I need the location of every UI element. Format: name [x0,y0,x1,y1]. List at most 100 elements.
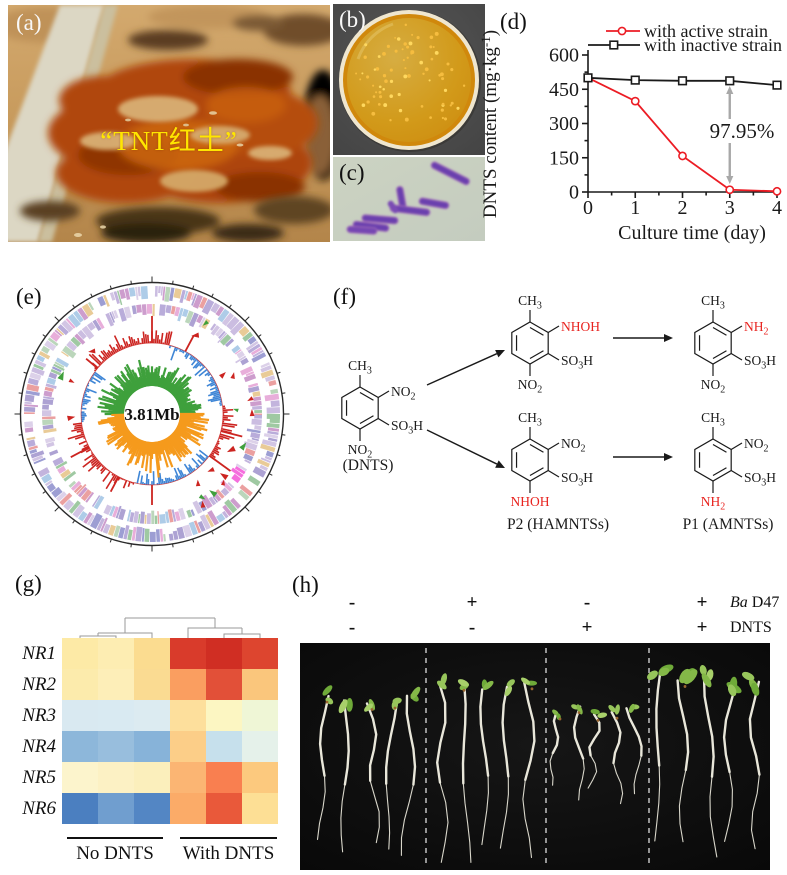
panel-f-pathway-scheme: CH3 NO2 SO3H NO2 (DNTS) CH3 NHOH SO3H NO2 CH3 NH2 S… [325,270,787,545]
heatmap-cell-NR2-c3 [134,669,170,700]
panel-h-seedling-assay: (h) - + - + - - + + Ba D47 DNTS [290,555,787,875]
group-underline-no-dnts [67,837,163,839]
heatmap-cell-NR6-c3 [134,793,170,824]
svg-text:NHOH: NHOH [561,319,600,334]
svg-text:300: 300 [549,113,579,135]
seedling-group-2 [435,673,538,863]
heatmap-cell-NR6-c1 [62,793,98,824]
seedling-group-4 [647,664,761,858]
heatmap-cell-NR5-c5 [206,762,242,793]
molecule-m1: CH3 NHOH SO3H NO2 [511,293,600,396]
sign-dnts-group2: - [468,617,476,638]
svg-text:NH2: NH2 [701,494,726,513]
sign-ba-group3: - [583,592,591,613]
svg-text:NHOH: NHOH [511,494,550,509]
genome-scale-ticks [14,276,290,552]
svg-text:2: 2 [678,197,688,219]
heatmap-cell-NR4-c1 [62,731,98,762]
heatmap-cell-NR6-c5 [206,793,242,824]
row-label-NR4: NR4 [22,736,56,757]
heatmap-cell-NR2-c6 [242,669,278,700]
heatmap-cell-NR4-c6 [242,731,278,762]
svg-text:450: 450 [549,79,579,101]
factor-label-dnts: DNTS [730,618,772,638]
svg-text:CH3: CH3 [701,410,725,429]
heatmap-cell-NR6-c2 [98,793,134,824]
field-photo-art [8,5,330,242]
heatmap-cell-NR3-c1 [62,700,98,731]
panel-d-label: (d) [500,9,527,34]
panel-c-label: (c) [339,160,365,185]
molecule-m2: CH3 NO2 SO3H NHOH P2 (HAMNTSs) [507,410,609,533]
seedling-group-3 [549,703,643,805]
heatmap-cell-NR4-c5 [206,731,242,762]
gene-ring-forward [23,286,281,543]
reaction-arrows [426,333,673,468]
svg-text:NO2: NO2 [744,436,769,455]
panel-g-expression-heatmap: (g) NR1 NR2 NR3 NR4 NR5 NR6 No DNTS With DNTS [0,555,292,875]
heatmap-cell-NR6-c6 [242,793,278,824]
svg-text:600: 600 [549,45,579,67]
circos-genome-art: 3.81Mb [14,276,290,552]
heatmap-cell-NR2-c2 [98,669,134,700]
legend-inactive-strain: with inactive strain [644,35,782,55]
factor-label-ba-d47: Ba D47 [730,593,779,613]
heatmap-cell-NR5-c2 [98,762,134,793]
dark-patches [20,196,330,242]
svg-text:CH3: CH3 [518,410,542,429]
sign-ba-group2: + [466,592,478,613]
sign-dnts-group3: + [581,617,593,638]
svg-text:NH2: NH2 [744,319,769,338]
removal-rate-annotation: 97.95% [708,86,776,184]
row-label-NR6: NR6 [22,798,56,819]
heatmap-cell-NR1-c3 [134,638,170,669]
petri-dish-art [333,4,485,155]
heatmap-cell-NR2-c1 [62,669,98,700]
svg-text:SO3H: SO3H [561,470,593,489]
heatmap-cell-NR4-c3 [134,731,170,762]
molecule-r2: CH3 NO2 SO3H NH2 P1 (AMNTSs) [683,410,777,533]
row-label-NR1: NR1 [22,643,56,664]
panel-d-degradation-chart: 0 150 300 450 600 0 1 2 3 4 Culture time (day) DNTS… [470,0,787,250]
svg-text:CH3: CH3 [348,358,372,377]
dnts-degradation-plot: 0 150 300 450 600 0 1 2 3 4 Culture time (day) DNTS… [478,21,782,244]
chemical-pathway-art: CH3NO2SO3HNO2(DNTS)CH3NHOHSO3HNO2CH3NH2S… [341,293,777,533]
series-inactive [583,73,782,90]
heatmap-cell-NR5-c3 [134,762,170,793]
svg-text:SO3H: SO3H [744,470,776,489]
sign-ba-group1: - [348,592,356,613]
svg-text:SO3H: SO3H [561,353,593,372]
panel-a-field-photo: (a) “TNT红土” [8,5,330,242]
caption-dnts: (DNTS) [343,457,394,474]
molecule-r1: CH3 NH2 SO3H NO2 [694,293,776,396]
svg-text:0: 0 [569,182,579,204]
heatmap-cell-NR2-c5 [206,669,242,700]
heatmap-cell-NR1-c5 [206,638,242,669]
heatmap-cell-NR6-c4 [170,793,206,824]
panel-c-microscopy-photo: (c) [333,157,485,241]
svg-text:SO3H: SO3H [391,418,423,437]
svg-text:1: 1 [630,197,640,219]
heatmap-cell-NR3-c2 [98,700,134,731]
y-axis-title: DNTS content (mg·kg-1) [478,30,501,218]
ba-rest: D47 [747,594,780,611]
svg-text:CH3: CH3 [701,293,725,312]
heatmap-cell-NR2-c4 [170,669,206,700]
x-axis-title: Culture time (day) [618,222,766,244]
heatmap-grid [62,638,278,824]
dnts-text: DNTS [730,619,772,636]
svg-text:NO2: NO2 [561,436,586,455]
svg-text:NO2: NO2 [348,442,373,461]
heatmap-cell-NR1-c2 [98,638,134,669]
heatmap-cell-NR1-c1 [62,638,98,669]
svg-text:CH3: CH3 [518,293,542,312]
svg-text:150: 150 [549,147,579,169]
bacterial-colonies [355,23,466,122]
pebbles [74,111,244,237]
panel-b-petri-dish-photo: (b) [333,4,485,155]
tnt-red-soil-caption: “TNT红土” [100,126,238,156]
panel-e-genome-map: 3.81Mb (e) [0,258,300,554]
gram-stain-art [333,157,485,241]
